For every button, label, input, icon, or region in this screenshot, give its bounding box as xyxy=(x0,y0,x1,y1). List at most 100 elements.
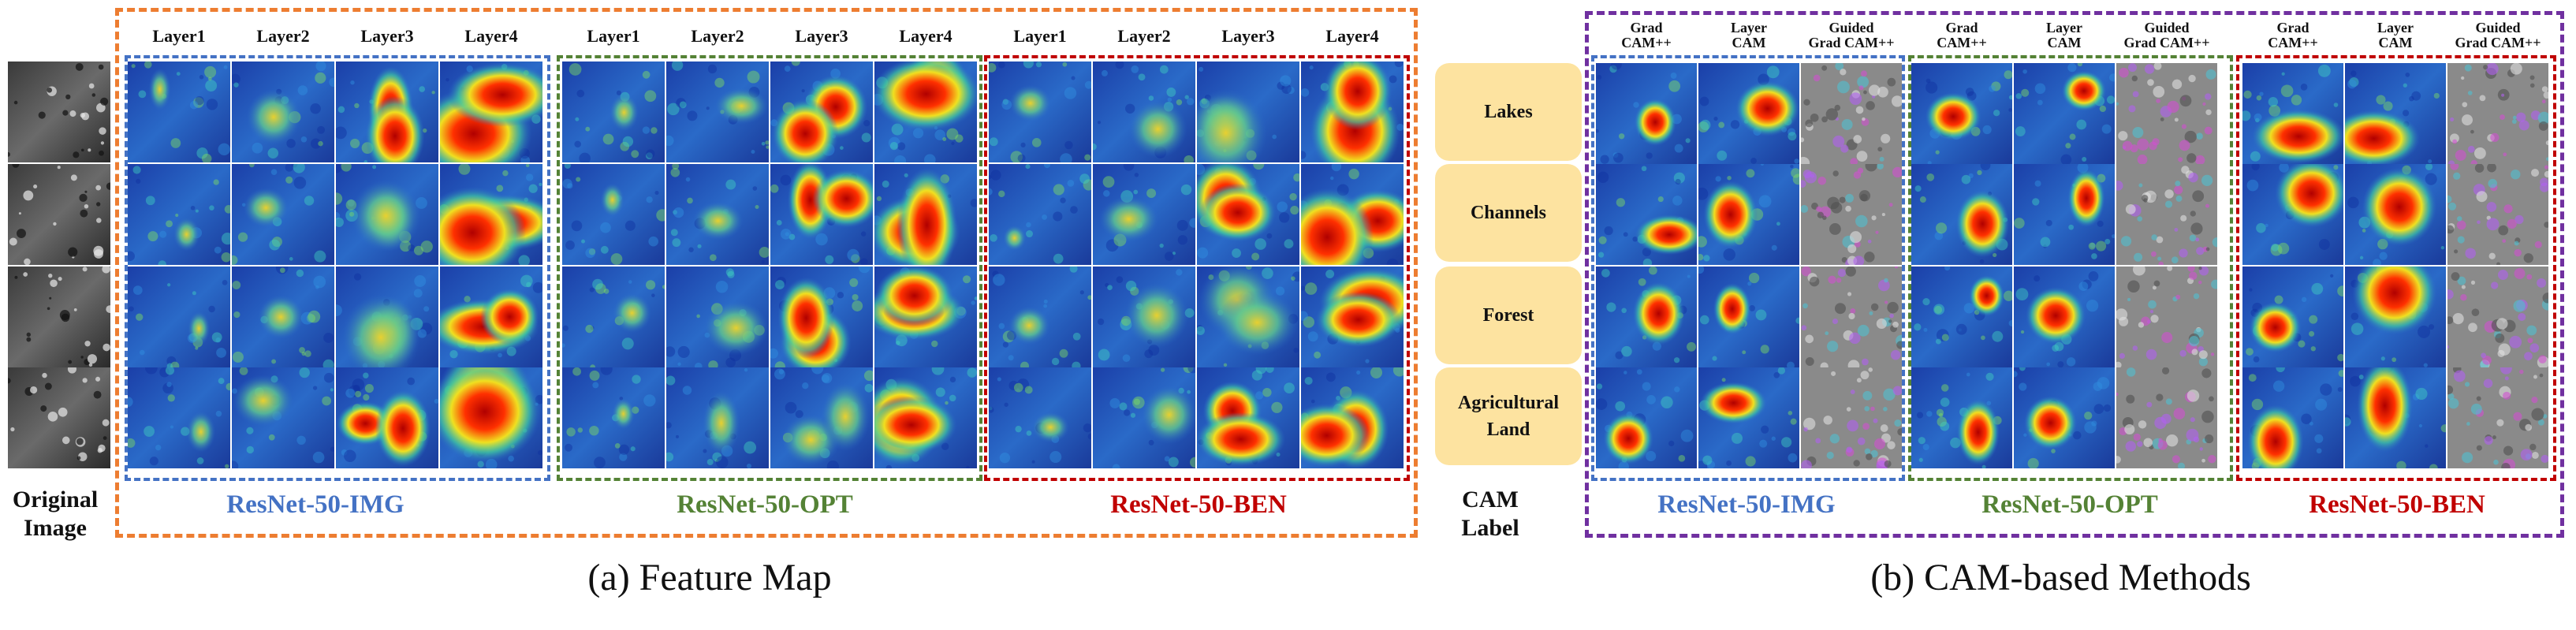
cam-cell xyxy=(2345,367,2446,468)
method-header: Grad CAM++ xyxy=(1937,20,1987,50)
feature-map-cell xyxy=(666,367,769,468)
feature-map-cell xyxy=(874,367,977,468)
feature-map-cell xyxy=(989,267,1091,367)
feature-map-cell xyxy=(232,267,334,367)
cam-cell xyxy=(2447,164,2548,265)
method-header: Grad CAM++ xyxy=(1621,20,1672,50)
cam-cell xyxy=(2014,164,2115,265)
feature-map-cell xyxy=(666,62,769,162)
cam-cell xyxy=(2242,164,2343,265)
feature-map-cell xyxy=(1301,62,1404,162)
model-group-frame xyxy=(1908,55,2233,481)
feature-map-cell xyxy=(1093,367,1195,468)
layer-header: Layer2 xyxy=(1117,26,1171,46)
feature-map-cell xyxy=(440,367,542,468)
feature-map-cell xyxy=(1197,164,1299,265)
model-name: ResNet-50-IMG xyxy=(226,490,404,519)
feature-map-cell xyxy=(128,164,230,265)
layer-header: Layer4 xyxy=(1325,26,1379,46)
original-image xyxy=(8,62,110,162)
feature-map-cell xyxy=(770,367,873,468)
method-header: Guided Grad CAM++ xyxy=(2455,20,2541,50)
cam-cell xyxy=(2116,164,2217,265)
feature-map-cell xyxy=(440,267,542,367)
feature-map-cell xyxy=(562,62,665,162)
feature-map-cell xyxy=(128,62,230,162)
model-group-frame xyxy=(2236,55,2556,481)
original-image xyxy=(8,267,110,367)
cam-methods-frame xyxy=(1585,11,2564,538)
model-name: ResNet-50-OPT xyxy=(1981,490,2158,519)
cam-cell xyxy=(1596,164,1697,265)
model-name: ResNet-50-BEN xyxy=(1110,490,1287,519)
model-group-frame xyxy=(557,55,982,481)
feature-map-cell xyxy=(666,164,769,265)
feature-map-cell xyxy=(666,267,769,367)
cam-cell xyxy=(1911,63,2012,164)
cam-cell xyxy=(1596,367,1697,468)
cam-cell xyxy=(2345,63,2446,164)
feature-map-cell xyxy=(770,267,873,367)
feature-map-cell xyxy=(1197,367,1299,468)
cam-class-label: Agricultural Land xyxy=(1435,367,1582,465)
feature-map-cell xyxy=(989,367,1091,468)
feature-map-cell xyxy=(1093,62,1195,162)
model-name: ResNet-50-OPT xyxy=(677,490,853,519)
feature-map-cell xyxy=(232,367,334,468)
cam-cell xyxy=(2116,63,2217,164)
feature-map-cell xyxy=(989,164,1091,265)
original-image xyxy=(8,164,110,265)
cam-cell xyxy=(2447,367,2548,468)
method-header: Guided Grad CAM++ xyxy=(1808,20,1895,50)
method-header: Layer CAM xyxy=(2377,20,2414,50)
feature-map-cell xyxy=(1301,164,1404,265)
cam-cell xyxy=(1801,367,1902,468)
method-header: Grad CAM++ xyxy=(2268,20,2318,50)
feature-map-cell xyxy=(770,164,873,265)
cam-class-label: Lakes xyxy=(1435,63,1582,161)
cam-cell xyxy=(1698,267,1799,367)
cam-cell xyxy=(2447,63,2548,164)
layer-header: Layer1 xyxy=(587,26,640,46)
feature-map-cell xyxy=(440,62,542,162)
feature-map-cell xyxy=(1301,367,1404,468)
method-header: Layer CAM xyxy=(1731,20,1767,50)
cam-cell xyxy=(2014,367,2115,468)
layer-header: Layer2 xyxy=(256,26,310,46)
cam-cell xyxy=(2014,267,2115,367)
method-header: Layer CAM xyxy=(2046,20,2082,50)
feature-map-cell xyxy=(562,164,665,265)
feature-map-cell xyxy=(1197,62,1299,162)
model-name: ResNet-50-BEN xyxy=(2309,490,2485,519)
feature-map-cell xyxy=(1301,267,1404,367)
cam-cell xyxy=(2447,267,2548,367)
feature-map-cell xyxy=(128,367,230,468)
method-header: Guided Grad CAM++ xyxy=(2123,20,2210,50)
cam-cell xyxy=(1911,267,2012,367)
feature-map-cell xyxy=(1093,267,1195,367)
layer-header: Layer3 xyxy=(360,26,414,46)
layer-header: Layer1 xyxy=(152,26,206,46)
feature-map-cell xyxy=(874,267,977,367)
cam-cell xyxy=(2014,63,2115,164)
feature-map-cell xyxy=(440,164,542,265)
feature-map-cell xyxy=(336,367,438,468)
feature-map-cell xyxy=(562,367,665,468)
model-group-frame xyxy=(125,55,550,481)
feature-map-cell xyxy=(874,62,977,162)
cam-cell xyxy=(1911,164,2012,265)
cam-cell xyxy=(2345,267,2446,367)
layer-header: Layer3 xyxy=(795,26,848,46)
layer-header: Layer1 xyxy=(1013,26,1067,46)
cam-cell xyxy=(1911,367,2012,468)
cam-cell xyxy=(1596,63,1697,164)
feature-map-cell xyxy=(989,62,1091,162)
feature-map-cell xyxy=(128,267,230,367)
feature-map-cell xyxy=(232,62,334,162)
layer-header: Layer2 xyxy=(691,26,744,46)
layer-header: Layer3 xyxy=(1221,26,1275,46)
cam-cell xyxy=(1801,63,1902,164)
cam-cell xyxy=(1801,164,1902,265)
cam-cell xyxy=(2242,367,2343,468)
